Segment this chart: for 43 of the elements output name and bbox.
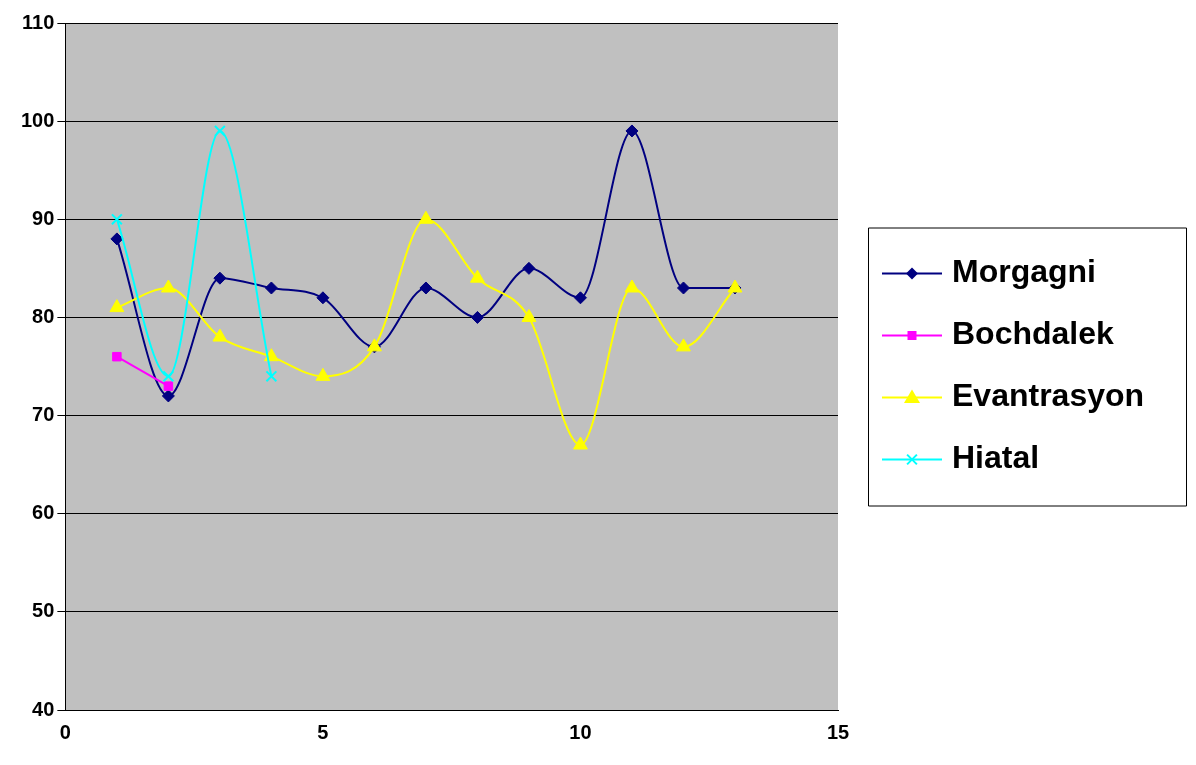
x-tick-label: 0: [59, 720, 71, 743]
point: [212, 328, 228, 342]
point: [110, 213, 123, 226]
legend-label: Hiatal: [952, 439, 1040, 476]
y-tick-label: 80: [32, 304, 55, 327]
y-tick-label: 70: [32, 403, 55, 426]
point: [418, 210, 434, 224]
point: [109, 299, 125, 313]
x-tick-label: 5: [317, 720, 329, 743]
y-tick-label: 100: [20, 108, 55, 131]
y-tick-label: 50: [32, 599, 55, 622]
y-tick-label: 40: [32, 697, 55, 720]
point: [161, 389, 175, 403]
point: [573, 436, 588, 450]
x-tick-label: 10: [569, 720, 592, 743]
point: [522, 261, 536, 275]
point: [110, 232, 124, 246]
legend-label: Morgagni: [952, 253, 1096, 290]
point: [315, 367, 331, 381]
point: [112, 351, 122, 362]
point: [316, 291, 330, 305]
point: [624, 279, 640, 293]
legend-label: Evantrasyon: [952, 377, 1145, 414]
point: [625, 124, 639, 138]
point: [521, 308, 537, 322]
point: [265, 370, 278, 383]
y-tick-label: 110: [22, 10, 55, 33]
x-tick-label: 15: [826, 720, 850, 743]
point: [419, 281, 433, 295]
point: [162, 370, 175, 383]
legend-label: Bochdalek: [952, 315, 1115, 352]
point: [264, 281, 278, 295]
y-tick-label: 90: [32, 206, 55, 229]
point: [160, 279, 176, 293]
y-tick-label: 60: [32, 501, 55, 524]
point: [470, 269, 485, 283]
point: [676, 281, 690, 295]
point: [573, 291, 587, 305]
point: [470, 310, 484, 324]
point: [163, 381, 174, 391]
point: [213, 271, 227, 285]
point: [213, 125, 226, 137]
point: [676, 338, 691, 352]
